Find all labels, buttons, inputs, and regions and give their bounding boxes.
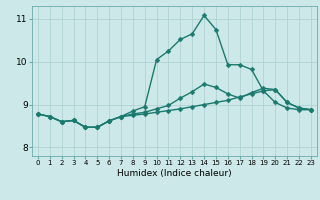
X-axis label: Humidex (Indice chaleur): Humidex (Indice chaleur) xyxy=(117,169,232,178)
